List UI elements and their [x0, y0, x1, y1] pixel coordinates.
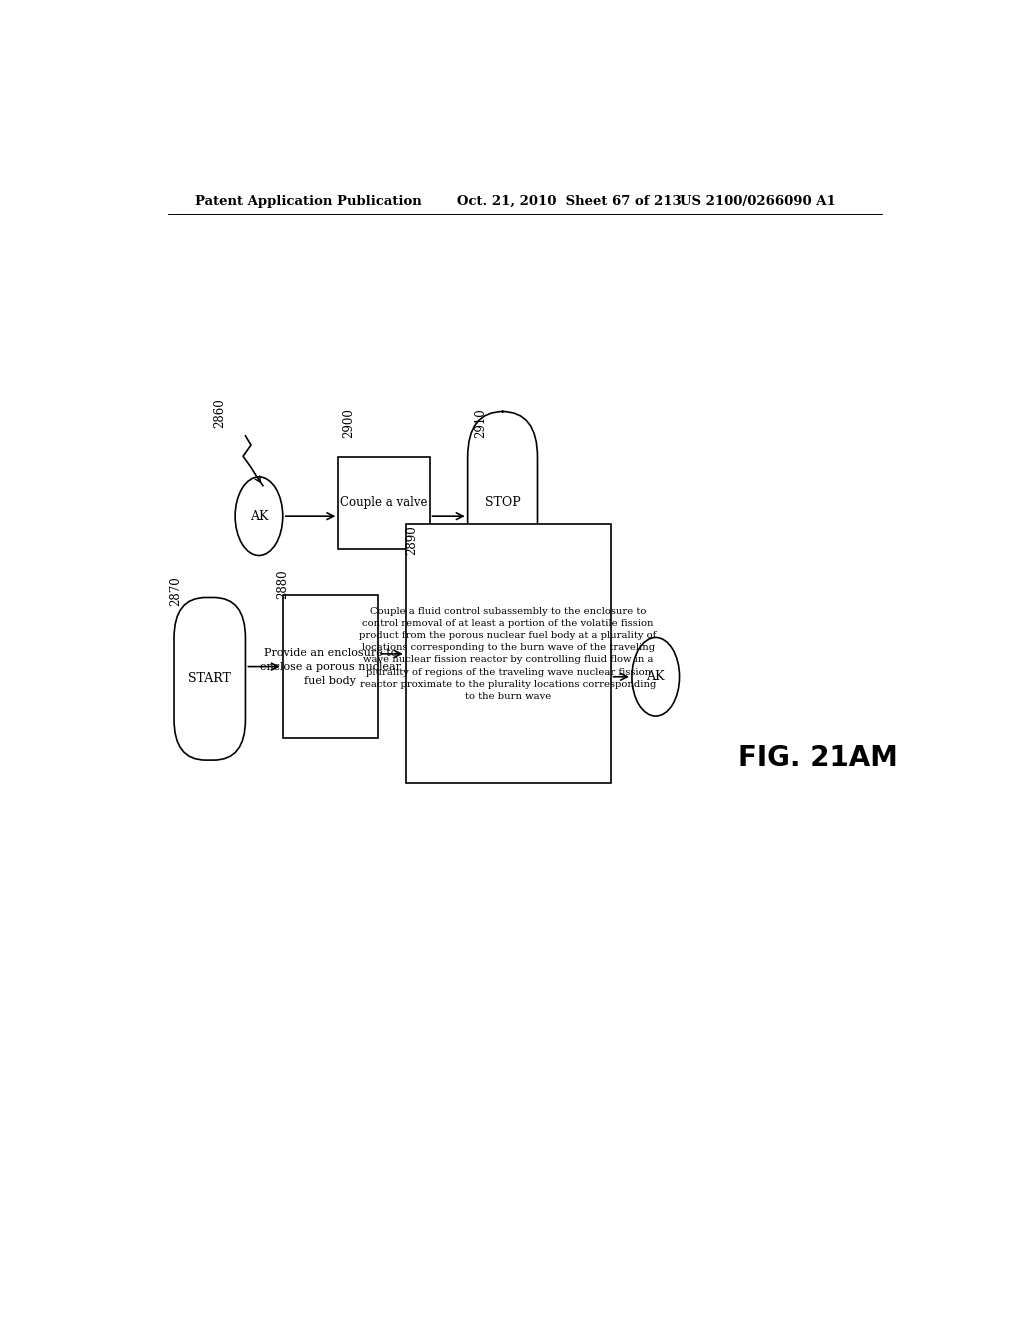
Text: START: START — [188, 672, 231, 685]
Text: US 2100/0266090 A1: US 2100/0266090 A1 — [680, 194, 836, 207]
Text: Patent Application Publication: Patent Application Publication — [196, 194, 422, 207]
FancyBboxPatch shape — [406, 524, 610, 784]
Text: FIG. 21AM: FIG. 21AM — [738, 744, 898, 772]
Text: 2860: 2860 — [213, 399, 225, 428]
Text: 2900: 2900 — [342, 408, 355, 438]
Text: Couple a fluid control subassembly to the enclosure to
control removal of at lea: Couple a fluid control subassembly to th… — [359, 607, 656, 701]
Text: 2870: 2870 — [169, 576, 182, 606]
Text: AK: AK — [250, 510, 268, 523]
Text: AK: AK — [646, 671, 665, 684]
Text: STOP: STOP — [484, 496, 520, 510]
Text: Provide an enclosure to
enclose a porous nuclear
fuel body: Provide an enclosure to enclose a porous… — [260, 648, 400, 685]
FancyBboxPatch shape — [338, 457, 430, 549]
Text: Oct. 21, 2010  Sheet 67 of 213: Oct. 21, 2010 Sheet 67 of 213 — [458, 194, 682, 207]
Text: 2890: 2890 — [406, 525, 419, 554]
FancyBboxPatch shape — [283, 595, 378, 738]
FancyBboxPatch shape — [174, 598, 246, 760]
Text: Couple a valve: Couple a valve — [340, 496, 428, 510]
Text: 2910: 2910 — [475, 408, 487, 438]
Text: 2880: 2880 — [276, 569, 289, 598]
FancyBboxPatch shape — [468, 412, 538, 594]
